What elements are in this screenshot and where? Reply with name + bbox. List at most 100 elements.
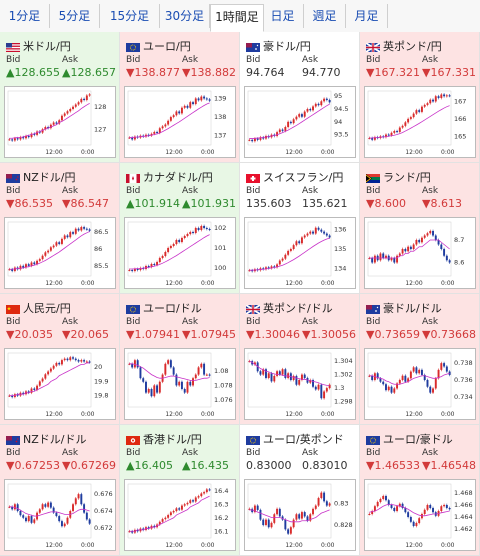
currency-pair-card[interactable]: ランド/円 Bid Ask ▼8.600 ▼8.613 8.7 8.6 12:00 0:00 — [360, 163, 480, 294]
candle-body — [164, 252, 167, 256]
candle-body — [390, 386, 393, 393]
currency-pair-card[interactable]: 香港ドル/円 Bid Ask ▲16.405 ▲16.435 16.4 16.3 16.2 16… — [120, 425, 240, 556]
candle-body — [172, 115, 175, 118]
candle-body — [55, 362, 58, 366]
candle-body — [379, 378, 382, 382]
price-chart[interactable]: 136 135 134 12:00 0:00 — [244, 217, 356, 289]
pair-title[interactable]: 英ポンド/ドル — [246, 300, 333, 316]
timeframe-tab[interactable]: 日足 — [262, 4, 304, 28]
pair-title[interactable]: NZドル/円 — [6, 169, 75, 185]
currency-pair-card[interactable]: ユーロ/ドル Bid Ask ▼1.07941 ▼1.07945 1.08 1.078 1.0… — [120, 294, 240, 425]
pair-title[interactable]: ユーロ/豪ドル — [366, 431, 453, 447]
candle-body — [156, 262, 159, 265]
currency-pair-card[interactable]: NZドル/円 Bid Ask ▼86.535 ▼86.547 86.5 86 85.5 12:0… — [0, 163, 120, 294]
timeframe-tab[interactable]: 15分足 — [100, 4, 160, 28]
pair-title[interactable]: ユーロ/ドル — [126, 300, 202, 316]
bid-price: 135.603 — [246, 197, 292, 210]
currency-pair-card[interactable]: カナダドル/円 Bid Ask ▲101.914 ▲101.931 102 101 100 12… — [120, 163, 240, 294]
candle-body — [404, 375, 407, 382]
price-chart[interactable]: 1.08 1.078 1.076 12:00 0:00 — [124, 348, 236, 420]
price-chart[interactable]: 1.304 1.302 1.3 1.298 12:00 0:00 — [244, 348, 356, 420]
price-chart[interactable]: 0.83 0.828 12:00 0:00 — [244, 479, 356, 551]
pair-name[interactable]: 香港ドル/円 — [143, 433, 202, 446]
pair-name[interactable]: 英ポンド/円 — [383, 40, 442, 53]
candle-body — [376, 373, 379, 379]
pair-title[interactable]: ユーロ/英ポンド — [246, 431, 344, 447]
pair-name[interactable]: NZドル/円 — [23, 171, 76, 184]
candlestick-chart: 1.304 1.302 1.3 1.298 12:00 0:00 — [247, 352, 353, 418]
ask-label: Ask — [62, 317, 79, 327]
currency-pair-card[interactable]: 人民元/円 Bid Ask ▼20.035 ▼20.065 20 19.9 19.8 12:00… — [0, 294, 120, 425]
pair-title[interactable]: NZドル/ドル — [6, 431, 86, 447]
price-chart[interactable]: 128 127 12:00 0:00 — [4, 86, 116, 158]
price-chart[interactable]: 86.5 86 85.5 12:00 0:00 — [4, 217, 116, 289]
y-tick-label: 0.734 — [454, 393, 473, 401]
pair-title[interactable]: ランド/円 — [366, 169, 431, 185]
y-tick-label: 167 — [454, 97, 466, 105]
candle-body — [203, 492, 206, 494]
pair-name[interactable]: 豪ドル/ドル — [383, 302, 442, 315]
currency-pair-card[interactable]: ユーロ/豪ドル Bid Ask ▼1.46533 ▼1.46548 1.468 1.466 1… — [360, 425, 480, 556]
pair-title[interactable]: 人民元/円 — [6, 300, 71, 316]
pair-title[interactable]: カナダドル/円 — [126, 169, 213, 185]
pair-name[interactable]: スイスフラン/円 — [263, 171, 344, 184]
price-chart[interactable]: 167 166 165 12:00 0:00 — [364, 86, 476, 158]
y-tick-label: 101 — [214, 244, 226, 252]
y-tick-label: 19.9 — [94, 377, 108, 385]
price-chart[interactable]: 95 94.5 94 93.5 12:00 0:00 — [244, 86, 356, 158]
pair-title[interactable]: 香港ドル/円 — [126, 431, 202, 447]
pair-title[interactable]: スイスフラン/円 — [246, 169, 343, 185]
pair-name[interactable]: ランド/円 — [383, 171, 431, 184]
pair-name[interactable]: カナダドル/円 — [143, 171, 213, 184]
price-chart[interactable]: 8.7 8.6 12:00 0:00 — [364, 217, 476, 289]
currency-pair-card[interactable]: 英ポンド/円 Bid Ask ▼167.321 ▼167.331 167 166 165 12:… — [360, 32, 480, 163]
timeframe-tab[interactable]: 5分足 — [50, 4, 100, 28]
pair-title[interactable]: 米ドル/円 — [6, 38, 71, 54]
price-chart[interactable]: 1.468 1.466 1.464 1.462 12:00 0:00 — [364, 479, 476, 551]
candle-body — [407, 118, 410, 123]
pair-name[interactable]: 豪ドル/円 — [263, 40, 311, 53]
pair-name[interactable]: ユーロ/英ポンド — [263, 433, 344, 446]
price-chart[interactable]: 102 101 100 12:00 0:00 — [124, 217, 236, 289]
pair-title[interactable]: 英ポンド/円 — [366, 38, 442, 54]
y-tick-label: 85.5 — [94, 262, 108, 270]
currency-pair-card[interactable]: ユーロ/英ポンド Bid Ask 0.83000 0.83010 0.83 0.828 12:… — [240, 425, 360, 556]
timeframe-tab[interactable]: 30分足 — [160, 4, 210, 28]
candle-body — [167, 360, 170, 364]
pair-name[interactable]: 米ドル/円 — [23, 40, 71, 53]
pair-name[interactable]: ユーロ/円 — [143, 40, 191, 53]
timeframe-tab[interactable]: 月足 — [346, 4, 388, 28]
timeframe-tab[interactable]: 1分足 — [0, 4, 50, 28]
currency-pair-card[interactable]: NZドル/ドル Bid Ask ▼0.67253 ▼0.67269 0.676 0.674 0… — [0, 425, 120, 556]
price-chart[interactable]: 139 138 137 12:00 0:00 — [124, 86, 236, 158]
pair-title[interactable]: 豪ドル/ドル — [366, 300, 442, 316]
candle-body — [270, 373, 273, 382]
y-tick-label: 1.464 — [454, 513, 473, 521]
currency-pair-card[interactable]: 豪ドル/ドル Bid Ask ▼0.73659 ▼0.73668 0.738 0.736 0.… — [360, 294, 480, 425]
y-tick-label: 1.304 — [334, 357, 353, 365]
price-chart[interactable]: 0.738 0.736 0.734 12:00 0:00 — [364, 348, 476, 420]
timeframe-tab[interactable]: 週足 — [304, 4, 346, 28]
candle-body — [376, 502, 379, 507]
x-tick-label: 0:00 — [201, 411, 215, 418]
pair-title[interactable]: 豪ドル/円 — [246, 38, 311, 54]
currency-pair-card[interactable]: 英ポンド/ドル Bid Ask ▼1.30046 ▼1.30056 1.304 1.302 1… — [240, 294, 360, 425]
pair-name[interactable]: ユーロ/豪ドル — [383, 433, 453, 446]
currency-pair-card[interactable]: 米ドル/円 Bid Ask ▲128.655 ▲128.657 128 127 12:00 0:… — [0, 32, 120, 163]
candle-body — [387, 500, 390, 505]
pair-name[interactable]: 人民元/円 — [23, 302, 71, 315]
pair-title[interactable]: ユーロ/円 — [126, 38, 191, 54]
timeframe-tab[interactable]: 1時間足 — [210, 4, 264, 32]
pair-name[interactable]: NZドル/ドル — [23, 433, 87, 446]
price-chart[interactable]: 20 19.9 19.8 12:00 0:00 — [4, 348, 116, 420]
candle-body — [303, 235, 306, 238]
currency-pair-card[interactable]: 豪ドル/円 Bid Ask 94.764 94.770 95 94.5 94 93.5 12:00… — [240, 32, 360, 163]
pair-name[interactable]: ユーロ/ドル — [143, 302, 202, 315]
price-chart[interactable]: 0.676 0.674 0.672 12:00 0:00 — [4, 479, 116, 551]
currency-pair-card[interactable]: スイスフラン/円 Bid Ask 135.603 135.621 136 135 134 12:… — [240, 163, 360, 294]
price-chart[interactable]: 16.4 16.3 16.2 16.1 12:00 0:00 — [124, 479, 236, 551]
candle-body — [63, 235, 66, 239]
pair-name[interactable]: 英ポンド/ドル — [263, 302, 333, 315]
candle-body — [136, 360, 139, 368]
currency-pair-card[interactable]: ユーロ/円 Bid Ask ▼138.877 ▼138.882 139 138 137 12:0… — [120, 32, 240, 163]
